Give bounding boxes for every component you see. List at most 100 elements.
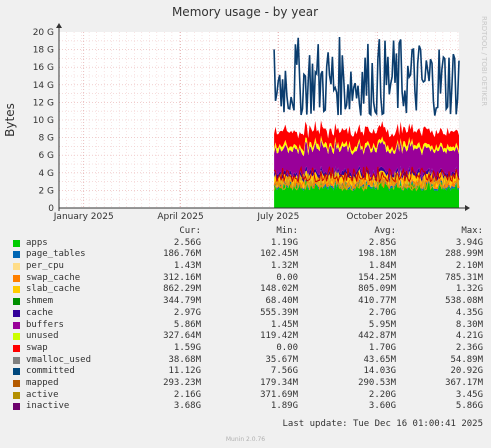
y-axis-label: Bytes <box>3 103 17 137</box>
legend-min: 148.02M <box>260 284 298 295</box>
legend-cur: 2.56G <box>173 237 201 248</box>
series-group <box>273 36 460 208</box>
y-tick-label: 16 G <box>33 63 54 73</box>
legend-row-unused: unused 327.64M 119.42M 442.87M 4.21G <box>13 331 483 343</box>
legend-row-inactive: inactive 3.68G 1.89G 3.60G 5.86G <box>13 401 483 413</box>
legend-cur: 186.76M <box>163 249 201 260</box>
legend-row-slab_cache: slab_cache 862.29M 148.02M 805.09M 1.32G <box>13 284 483 296</box>
legend-name: active <box>26 389 59 400</box>
legend-min: 371.69M <box>260 389 298 400</box>
legend-min: 1.19G <box>270 237 298 248</box>
legend-swatch <box>13 403 20 411</box>
x-axis-arrow <box>465 205 470 211</box>
legend-name: shmem <box>26 296 54 307</box>
legend-row-mapped: mapped 293.23M 179.34M 290.53M 367.17M <box>13 378 483 390</box>
y-tick-label: 0 <box>48 204 54 214</box>
last-update: Last update: Tue Dec 16 01:00:41 2025 <box>282 419 483 429</box>
legend-cur: 327.64M <box>163 331 201 342</box>
y-tick-label: 2 G <box>38 186 54 196</box>
legend-min: 1.45M <box>270 319 298 330</box>
legend-max: 2.36G <box>455 342 483 353</box>
legend-swatch <box>13 239 20 247</box>
legend-max: 8.30M <box>455 319 483 330</box>
chart-title: Memory usage - by year <box>172 5 318 19</box>
legend-name: mapped <box>26 377 59 388</box>
y-tick-label: 6 G <box>38 151 54 161</box>
legend-max: 3.94G <box>455 237 483 248</box>
legend-max: 538.08M <box>445 296 483 307</box>
legend-max: 3.45G <box>455 389 483 400</box>
legend-avg: 1.70G <box>368 342 396 353</box>
legend-name: apps <box>26 237 48 248</box>
legend-avg: 154.25M <box>358 272 396 283</box>
col-min: Min: <box>276 226 298 236</box>
x-tick-label: April 2025 <box>157 212 203 222</box>
y-axis-arrow <box>56 23 62 28</box>
legend-name: unused <box>26 331 59 342</box>
area-unused <box>274 135 459 156</box>
legend-max: 785.31M <box>445 272 483 283</box>
legend-max: 367.17M <box>445 377 483 388</box>
legend-cur: 1.43M <box>173 261 201 272</box>
legend-min: 119.42M <box>260 331 298 342</box>
legend-swatch <box>13 356 20 364</box>
y-tick-label: 18 G <box>33 46 54 56</box>
legend-avg: 2.70G <box>368 307 396 318</box>
legend-min: 555.39M <box>260 307 298 318</box>
legend-avg: 2.85G <box>368 237 396 248</box>
x-tick-labels: January 2025 April 2025 July 2025 October 2… <box>53 212 408 222</box>
axes <box>56 23 470 211</box>
legend-cur: 312.16M <box>163 272 201 283</box>
legend-swatch <box>13 321 20 329</box>
legend-cur: 2.97G <box>173 307 201 318</box>
rrdtool-watermark: RRDTOOL / TOBI OETIKER <box>480 16 488 106</box>
legend-cur: 5.86M <box>173 319 201 330</box>
legend-min: 1.89G <box>270 401 298 412</box>
legend-avg: 5.95M <box>368 319 396 330</box>
legend-row-shmem: shmem 344.79M 68.40M 410.77M 538.08M <box>13 296 483 308</box>
y-tick-label: 10 G <box>33 116 54 126</box>
legend-swatch <box>13 286 20 294</box>
legend-cur: 293.23M <box>163 377 201 388</box>
legend-max: 20.92G <box>450 366 483 377</box>
legend-name: slab_cache <box>26 284 81 295</box>
line-committed <box>273 36 460 117</box>
legend-avg: 14.03G <box>363 366 396 377</box>
legend-row-swap: swap 1.59G 0.00 1.70G 2.36G <box>13 343 483 355</box>
legend-table: Cur: Min: Avg: Max: apps 2.56G 1.19G 2.85G 3… <box>13 226 483 413</box>
legend-name: per_cpu <box>26 261 64 272</box>
legend-swatch <box>13 274 20 282</box>
legend-avg: 3.60G <box>368 401 396 412</box>
legend-avg: 410.77M <box>358 296 396 307</box>
legend-row-per_cpu: per_cpu 1.43M 1.32M 1.84M 2.10M <box>13 261 483 273</box>
legend-max: 4.35G <box>455 307 483 318</box>
legend-name: swap_cache <box>26 272 81 283</box>
legend-max: 1.32G <box>455 284 483 295</box>
legend-row-apps: apps 2.56G 1.19G 2.85G 3.94G <box>13 238 483 250</box>
legend-cur: 11.12G <box>168 366 201 377</box>
x-tick-label: October 2025 <box>346 212 408 222</box>
y-tick-labels: 0 2 G 4 G 6 G 8 G 10 G 12 G 14 G 16 G 18 G 20 G <box>33 28 55 214</box>
legend-cur: 1.59G <box>173 342 201 353</box>
legend-max: 4.21G <box>455 331 483 342</box>
legend-swatch <box>13 344 20 352</box>
legend-name: vmalloc_used <box>26 354 92 365</box>
legend-max: 288.99M <box>445 249 483 260</box>
legend-avg: 1.84M <box>368 261 396 272</box>
legend-avg: 805.09M <box>358 284 396 295</box>
legend-row-vmalloc_used: vmalloc_used 38.68M 35.67M 43.65M 54.89M <box>13 355 483 367</box>
y-tick-label: 4 G <box>38 169 54 179</box>
legend-name: inactive <box>26 401 70 412</box>
legend-row-page_tables: page_tables 186.76M 102.45M 198.18M 288.99M <box>13 249 483 261</box>
area-page_tables <box>274 179 459 192</box>
legend-min: 0.00 <box>276 272 298 283</box>
y-tick-label: 8 G <box>38 134 54 144</box>
legend-cur: 344.79M <box>163 296 201 307</box>
legend-avg: 442.87M <box>358 331 396 342</box>
y-tick-label: 12 G <box>33 98 54 108</box>
legend-swatch <box>13 391 20 399</box>
legend-min: 179.34M <box>260 377 298 388</box>
legend-avg: 290.53M <box>358 377 396 388</box>
legend-max: 54.89M <box>450 354 483 365</box>
legend-swatch <box>13 368 20 376</box>
